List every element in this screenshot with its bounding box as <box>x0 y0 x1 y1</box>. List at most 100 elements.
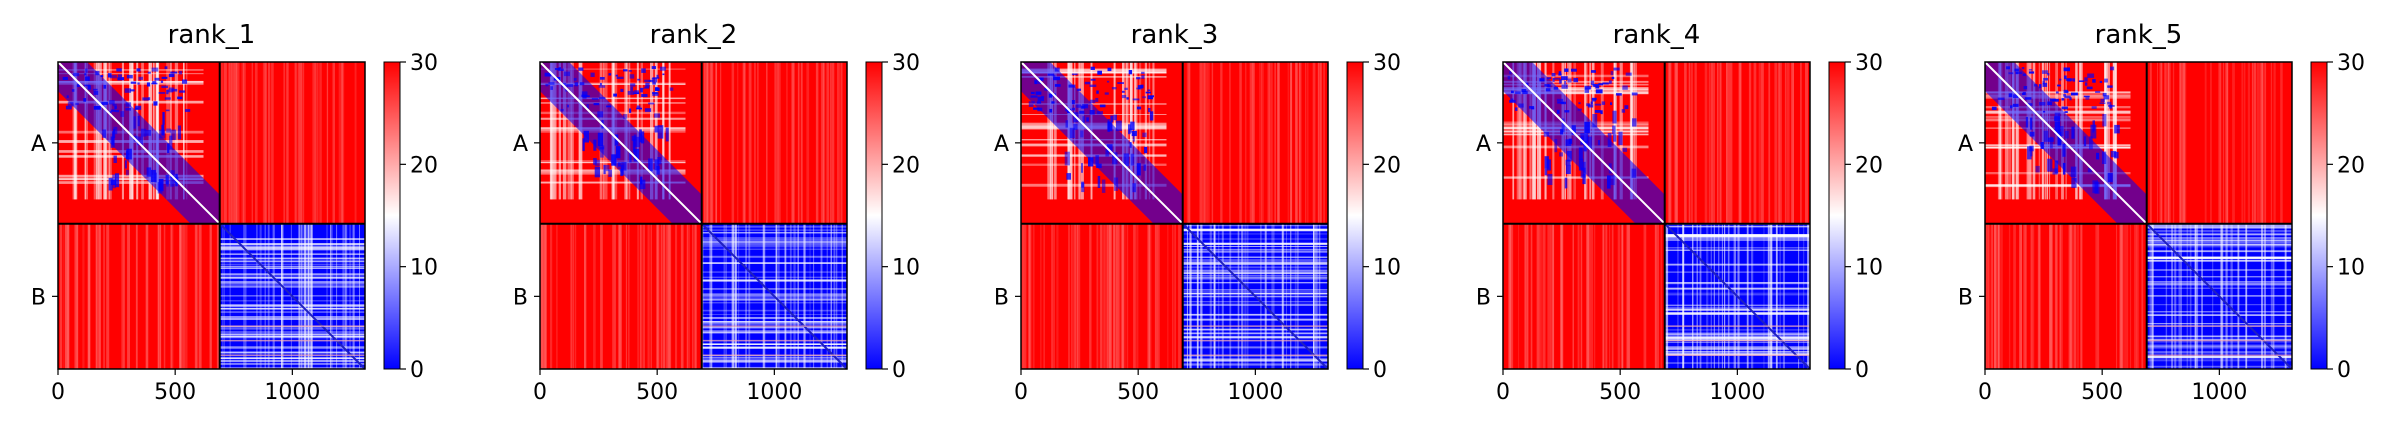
block-aa-patch <box>2092 79 2096 83</box>
block-aa-streak <box>2007 62 2011 200</box>
block-bb-line <box>1807 223 1810 369</box>
block-aa-streak <box>85 62 88 200</box>
block-bb-line <box>2146 226 2292 229</box>
block-aa-patch <box>164 97 171 100</box>
block-aa-patch <box>1097 176 1101 188</box>
block-ba-streak <box>1988 223 1991 369</box>
block-ba-streak <box>1056 223 1059 369</box>
block-bb-line <box>1798 223 1800 369</box>
block-ba-streak <box>1594 223 1596 369</box>
block-ab-streak <box>1668 62 1672 224</box>
block-ab-streak <box>731 62 735 224</box>
x-tick-label: 0 <box>1014 380 1028 405</box>
block-ab-streak <box>285 62 289 224</box>
block-aa-patch <box>2035 165 2040 173</box>
block-aa-patch <box>1144 146 1148 154</box>
block-ba-streak <box>2097 223 2100 369</box>
block-bb-line <box>1664 292 1810 294</box>
block-bb-line <box>1664 325 1810 327</box>
block-ab-streak <box>1298 62 1302 224</box>
block-ab-streak <box>1779 62 1782 224</box>
block-ab-streak <box>1229 62 1231 224</box>
block-ba-streak <box>1656 223 1659 369</box>
block-aa-patch <box>1544 156 1549 169</box>
block-aa-patch <box>2107 85 2113 88</box>
block-ab-streak <box>742 62 746 224</box>
block-aa-diagonal <box>1984 61 2148 225</box>
block-aa-streak <box>540 171 686 175</box>
block-ab-streak <box>715 62 717 224</box>
block-bb-line <box>219 317 365 319</box>
block-ba-streak <box>619 223 622 369</box>
block-aa-patch <box>116 68 122 72</box>
block-aa-patch <box>170 71 178 74</box>
block-bb-line <box>1751 223 1754 369</box>
block-bb-line <box>2146 335 2292 337</box>
block-aa-patch <box>100 75 104 78</box>
block-aa-streak <box>1503 176 1649 179</box>
block-aa-patch <box>1090 78 1096 81</box>
block-aa-streak <box>1052 62 1054 200</box>
block-ab-streak <box>2254 62 2256 224</box>
block-ab-streak <box>806 62 810 224</box>
block-ba-streak <box>75 223 79 369</box>
block-ba-streak <box>1538 223 1542 369</box>
block-bb-line <box>2180 223 2182 369</box>
block-aa-patch <box>1136 87 1143 90</box>
block-ba-streak <box>1102 223 1105 369</box>
block-ba-streak <box>1991 223 1994 369</box>
block-aa-patch <box>110 75 117 79</box>
block-ba-streak <box>124 223 125 369</box>
block-bb-line <box>1696 223 1698 369</box>
block-aa-patch <box>1071 73 1078 76</box>
block-ab-streak <box>317 62 319 224</box>
block-ba-streak <box>1156 223 1160 369</box>
block-ab-streak <box>2160 62 2162 224</box>
block-bb-line <box>219 283 365 285</box>
block-ba-streak <box>1077 223 1081 369</box>
block-aa-patch <box>662 73 665 76</box>
block-ab-streak <box>743 62 746 224</box>
block-aa-patch <box>1612 110 1617 124</box>
block-ba-streak <box>1643 223 1647 369</box>
block-ab-streak <box>1312 62 1316 224</box>
block-aa-patch <box>636 105 641 109</box>
block-aa-patch <box>2071 177 2077 188</box>
block-aa-patch <box>147 71 151 74</box>
block-bb-line <box>1182 313 1328 316</box>
block-ab-streak <box>2258 62 2261 224</box>
block-ba-streak <box>1073 223 1076 369</box>
block-ba-streak <box>1654 223 1657 369</box>
block-ab-streak <box>2270 62 2273 224</box>
block-aa-streak <box>578 62 580 200</box>
block-ba-streak <box>1155 223 1158 369</box>
block-ab-streak <box>271 62 273 224</box>
block-ab-streak <box>1319 62 1322 224</box>
block-aa-patch <box>669 87 674 91</box>
block-bb-line <box>2146 344 2292 347</box>
block-bb-line <box>1200 223 1203 369</box>
block-ab-streak <box>1727 62 1731 224</box>
block-bb-line <box>349 223 351 369</box>
block-ab-streak <box>1299 62 1301 224</box>
block-aa-streak <box>1021 72 1167 74</box>
block-aa-streak <box>553 62 557 200</box>
block-ba-streak <box>1605 223 1608 369</box>
block-ba-streak <box>642 223 645 369</box>
block-bb-line <box>1182 266 1328 269</box>
block-ba-streak <box>1525 223 1529 369</box>
block-bb-line <box>301 223 303 369</box>
block-aa-patch <box>1631 92 1638 96</box>
block-ab-streak <box>2218 62 2221 224</box>
block-bb-line <box>793 223 796 369</box>
block-aa-patch <box>648 80 654 82</box>
block-aa-patch <box>2087 73 2095 78</box>
block-ab-streak <box>837 62 840 224</box>
block-bb-line <box>1319 223 1321 369</box>
block-bb-line <box>701 343 847 345</box>
block-ba-streak <box>542 223 544 369</box>
block-ba-streak <box>1116 223 1119 369</box>
block-bb-line <box>219 263 365 265</box>
block-bb-line <box>1182 332 1328 335</box>
block-ba-streak <box>1136 223 1139 369</box>
